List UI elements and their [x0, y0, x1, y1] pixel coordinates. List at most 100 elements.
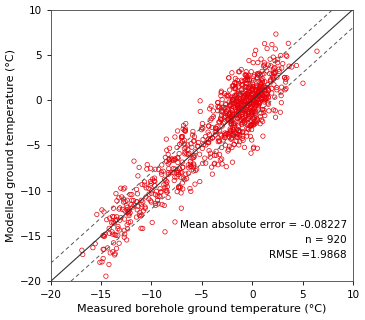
Point: [156, 194, 162, 199]
Point: [103, 274, 109, 279]
Point: [131, 203, 137, 208]
Point: [286, 64, 292, 69]
Point: [249, 93, 255, 98]
Point: [246, 113, 252, 118]
Point: [261, 91, 267, 96]
Point: [182, 151, 188, 156]
Point: [180, 180, 185, 186]
Point: [250, 109, 256, 114]
Point: [206, 123, 212, 128]
Point: [101, 209, 107, 214]
Point: [265, 92, 270, 97]
Point: [278, 90, 284, 95]
Point: [256, 106, 262, 111]
Point: [245, 117, 250, 122]
Point: [220, 110, 226, 115]
Point: [218, 133, 224, 138]
Point: [230, 83, 236, 88]
Point: [253, 85, 259, 90]
Point: [200, 126, 206, 131]
Point: [111, 240, 116, 245]
Point: [241, 106, 246, 111]
Point: [277, 110, 283, 115]
Point: [220, 105, 226, 110]
Point: [268, 77, 274, 82]
Point: [269, 86, 274, 91]
Point: [240, 100, 246, 105]
Point: [245, 92, 250, 97]
Point: [235, 89, 241, 94]
Point: [168, 170, 174, 175]
Point: [219, 97, 225, 102]
Point: [258, 114, 264, 119]
Point: [242, 72, 248, 77]
Point: [250, 121, 256, 126]
Point: [245, 110, 251, 115]
Point: [139, 212, 145, 218]
Point: [207, 155, 213, 160]
Point: [246, 78, 252, 83]
Point: [126, 220, 132, 225]
Point: [242, 93, 248, 98]
Point: [239, 78, 245, 83]
Point: [255, 60, 261, 65]
Point: [272, 71, 277, 76]
Point: [222, 135, 228, 140]
Point: [251, 78, 257, 83]
Point: [252, 115, 258, 120]
Point: [226, 100, 232, 105]
Point: [229, 108, 235, 114]
Point: [246, 92, 251, 97]
Point: [182, 129, 188, 134]
Point: [218, 117, 224, 123]
Point: [169, 156, 175, 161]
Point: [257, 101, 262, 106]
Point: [205, 137, 211, 142]
Point: [176, 151, 182, 156]
Point: [175, 168, 181, 173]
Point: [231, 83, 237, 88]
Point: [231, 96, 237, 101]
Point: [243, 84, 249, 90]
Point: [244, 75, 250, 80]
Point: [262, 97, 268, 102]
Point: [222, 114, 228, 119]
Point: [124, 210, 130, 215]
Point: [259, 85, 265, 90]
Point: [230, 97, 236, 102]
Point: [248, 69, 254, 74]
Point: [242, 84, 248, 89]
Point: [244, 77, 250, 83]
Point: [170, 166, 176, 171]
Point: [257, 101, 262, 106]
Point: [270, 77, 276, 82]
Point: [235, 91, 241, 96]
Point: [249, 110, 255, 115]
Point: [258, 57, 264, 62]
Point: [138, 226, 144, 231]
Point: [114, 214, 120, 219]
Point: [142, 180, 147, 185]
Point: [124, 207, 130, 212]
Point: [254, 71, 260, 76]
Point: [209, 116, 215, 121]
Point: [192, 181, 198, 187]
Point: [228, 122, 234, 127]
Point: [250, 95, 256, 100]
Point: [156, 167, 162, 172]
Point: [245, 126, 251, 132]
Point: [227, 110, 233, 116]
Point: [219, 113, 224, 118]
Point: [242, 93, 247, 98]
Point: [138, 213, 144, 219]
Point: [227, 126, 233, 132]
Point: [246, 109, 252, 115]
Point: [163, 178, 169, 183]
Point: [228, 103, 234, 108]
Point: [230, 84, 235, 89]
Point: [124, 205, 130, 210]
Point: [191, 164, 197, 170]
Point: [255, 104, 261, 109]
Point: [134, 199, 140, 204]
Point: [222, 91, 227, 96]
